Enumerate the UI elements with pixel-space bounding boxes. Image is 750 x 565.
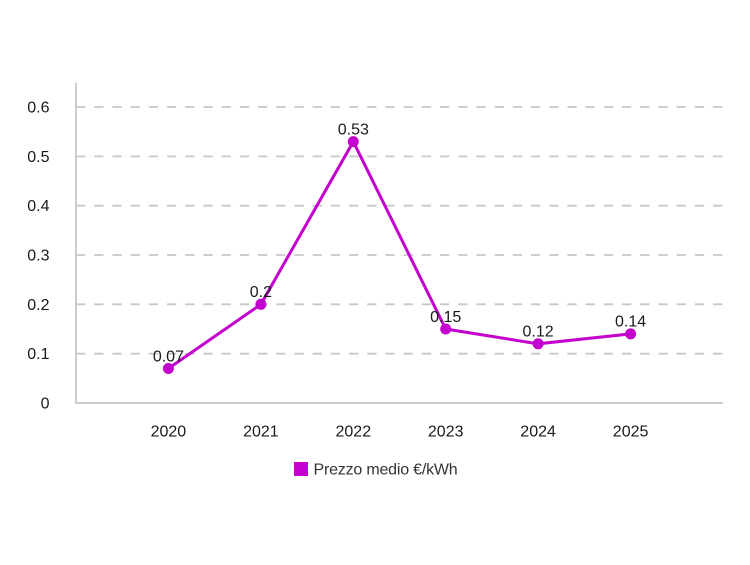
svg-text:0.14: 0.14: [615, 314, 646, 331]
svg-text:2022: 2022: [336, 424, 372, 441]
svg-text:2025: 2025: [613, 424, 649, 441]
svg-text:0.07: 0.07: [153, 348, 184, 365]
svg-text:2023: 2023: [428, 424, 464, 441]
svg-text:0.2: 0.2: [250, 284, 272, 301]
svg-text:0.53: 0.53: [338, 121, 369, 138]
svg-text:0.3: 0.3: [27, 248, 49, 265]
svg-text:2020: 2020: [151, 424, 187, 441]
svg-text:0.12: 0.12: [523, 324, 554, 341]
svg-text:0.1: 0.1: [27, 346, 49, 363]
svg-text:2021: 2021: [243, 424, 279, 441]
svg-text:0: 0: [41, 396, 50, 413]
svg-text:0.2: 0.2: [27, 297, 49, 314]
svg-text:Prezzo medio €/kWh: Prezzo medio €/kWh: [314, 462, 458, 479]
svg-text:0.5: 0.5: [27, 149, 49, 166]
svg-text:0.6: 0.6: [27, 100, 49, 117]
svg-text:0.4: 0.4: [27, 198, 49, 215]
svg-text:2024: 2024: [520, 424, 556, 441]
svg-text:0.15: 0.15: [430, 309, 461, 326]
